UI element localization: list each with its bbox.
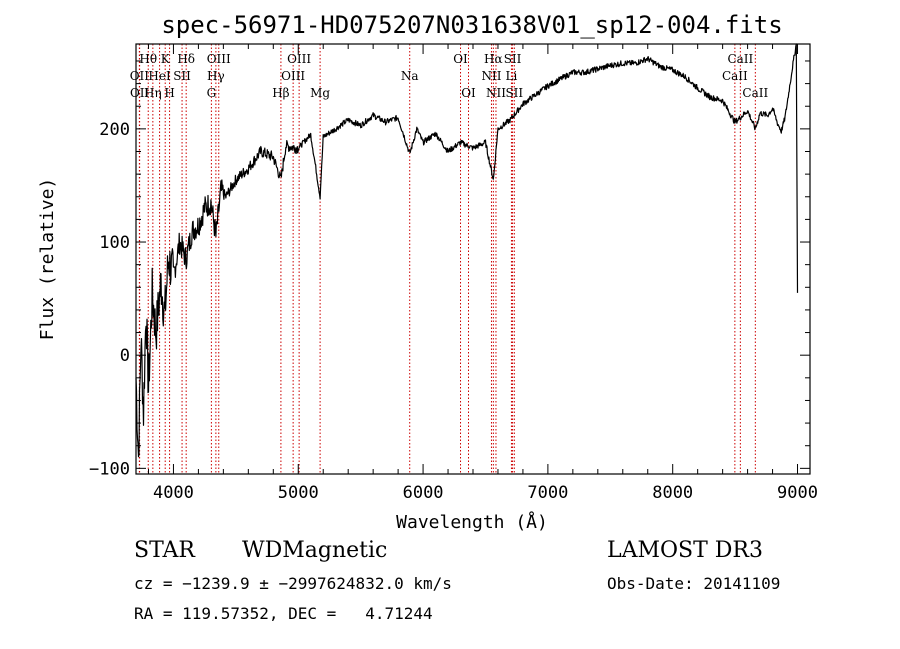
y-tick-label-100: 100 <box>99 233 130 253</box>
y-axis: −100 0 100 200 <box>89 60 810 479</box>
spectral-line-markers <box>138 44 756 474</box>
line-label-15: Mg <box>310 86 330 100</box>
y-tick-label-200: 200 <box>99 120 130 140</box>
line-label-16: Na <box>401 69 419 83</box>
line-label-11: G <box>207 86 217 100</box>
line-label-10: Hγ <box>207 69 225 83</box>
line-label-8: Hδ <box>177 52 195 66</box>
line-label-26: CaII <box>722 69 748 83</box>
line-label-20: NII <box>481 69 501 83</box>
line-label-22: SII <box>504 52 522 66</box>
redshift-readout: cz = −1239.9 ± −2997624832.0 km/s <box>134 574 452 593</box>
coordinates-readout: RA = 119.57352, DEC = 4.71244 <box>134 604 433 623</box>
x-axis-label: Wavelength (Å) <box>396 511 548 533</box>
x-axis: 4000 5000 6000 7000 8000 9000 <box>147 44 818 503</box>
x-tick-label-9000: 9000 <box>777 483 818 503</box>
line-label-9: OIII <box>207 52 231 66</box>
survey-name: LAMOST DR3 <box>607 538 763 563</box>
y-tick-label-0: 0 <box>120 346 130 366</box>
x-tick-label-4000: 4000 <box>153 483 194 503</box>
line-label-17: OI <box>453 52 468 66</box>
line-label-2: OII <box>130 86 150 100</box>
line-label-12: Hβ <box>272 86 289 100</box>
line-label-25: CaII <box>727 52 753 66</box>
x-tick-label-6000: 6000 <box>403 483 444 503</box>
line-label-27: CaII <box>742 86 768 100</box>
line-label-3: Hη <box>144 86 162 100</box>
line-label-0: Hθ <box>139 52 157 66</box>
chart-title: spec-56971-HD075207N031638V01_sp12-004.f… <box>161 11 782 39</box>
line-label-13: OIII <box>287 52 311 66</box>
line-label-24: SII <box>505 86 523 100</box>
line-label-7: H <box>164 86 174 100</box>
line-label-19: Hα <box>484 52 503 66</box>
y-axis-label: Flux (relative) <box>37 178 58 341</box>
x-tick-label-7000: 7000 <box>527 483 568 503</box>
line-label-6: SII <box>173 69 191 83</box>
observation-date: Obs-Date: 20141109 <box>607 574 781 593</box>
x-tick-label-8000: 8000 <box>652 483 693 503</box>
line-label-1: OII <box>130 69 150 83</box>
line-label-5: K <box>161 52 171 66</box>
line-label-14: OIII <box>281 69 305 83</box>
y-tick-label--100: −100 <box>89 459 130 479</box>
line-label-23: Li <box>506 69 518 83</box>
x-tick-label-5000: 5000 <box>278 483 319 503</box>
spectrum-line <box>135 43 799 458</box>
line-label-4: HeI <box>148 69 171 83</box>
plot-frame <box>135 43 811 475</box>
object-subclass: WDMagnetic <box>242 538 388 563</box>
object-type: STAR <box>134 538 195 563</box>
line-label-18: OI <box>461 86 476 100</box>
line-label-21: NII <box>486 86 506 100</box>
